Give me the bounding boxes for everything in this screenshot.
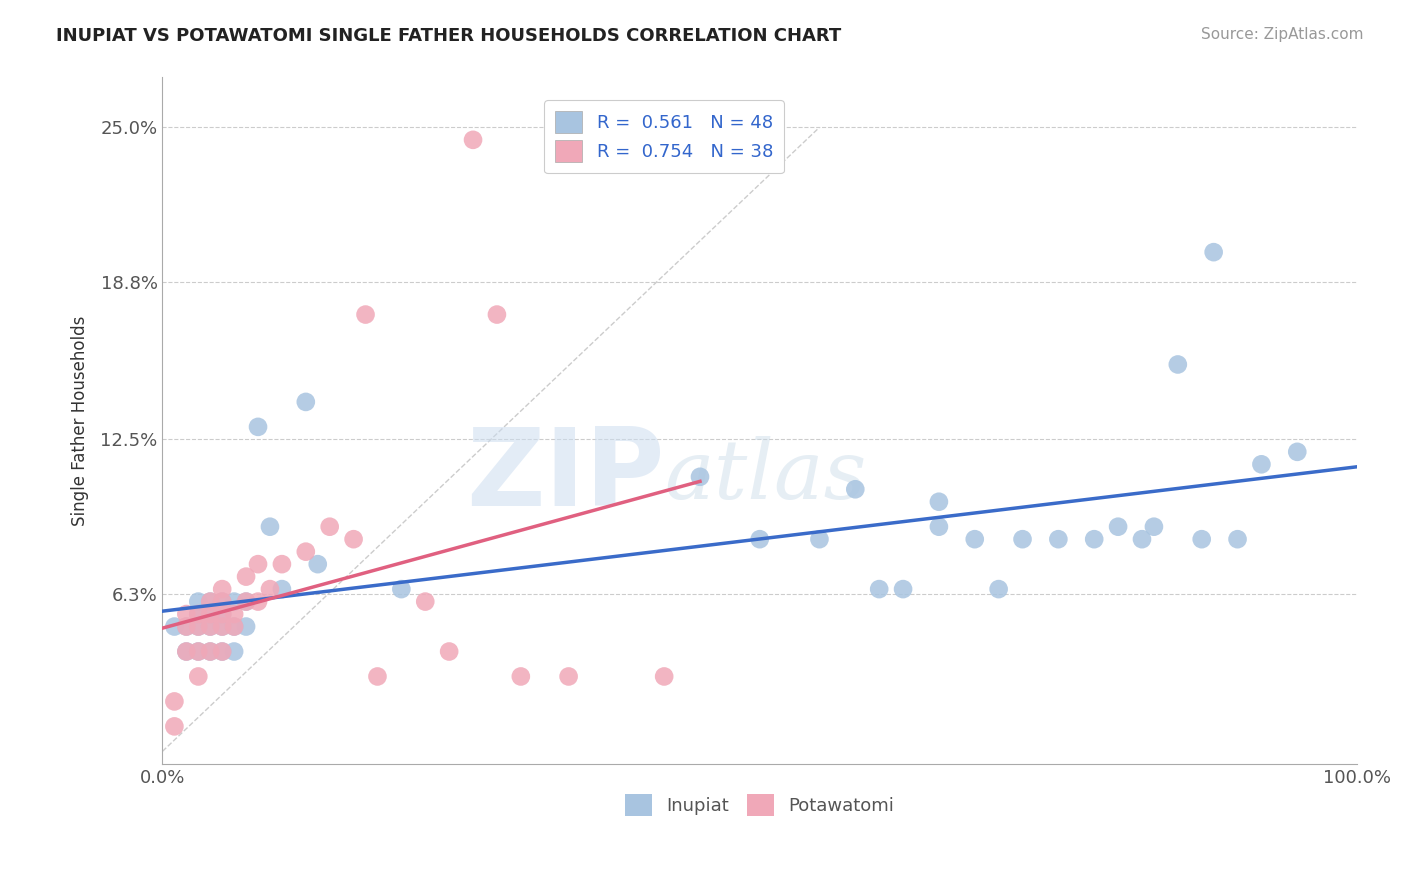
Point: [1191, 532, 1213, 546]
Point: [211, 619, 233, 633]
Point: [163, 694, 186, 708]
Point: [211, 607, 233, 621]
Point: [235, 594, 257, 608]
Point: [271, 557, 294, 571]
Point: [163, 719, 186, 733]
Point: [689, 470, 711, 484]
Point: [211, 644, 233, 658]
Point: [187, 607, 209, 621]
Point: [461, 133, 484, 147]
Point: [211, 582, 233, 596]
Point: [176, 644, 198, 658]
Point: [176, 619, 198, 633]
Point: [187, 669, 209, 683]
Point: [1083, 532, 1105, 546]
Point: [1130, 532, 1153, 546]
Point: [354, 308, 377, 322]
Point: [1107, 519, 1129, 533]
Point: [200, 607, 222, 621]
Point: [1226, 532, 1249, 546]
Point: [163, 619, 186, 633]
Point: [200, 644, 222, 658]
Point: [259, 519, 281, 533]
Point: [271, 582, 294, 596]
Point: [187, 607, 209, 621]
Point: [224, 619, 246, 633]
Point: [187, 644, 209, 658]
Point: [176, 607, 198, 621]
Point: [176, 619, 198, 633]
Point: [211, 594, 233, 608]
Point: [389, 582, 412, 596]
Point: [891, 582, 914, 596]
Point: [224, 644, 246, 658]
Text: Source: ZipAtlas.com: Source: ZipAtlas.com: [1201, 27, 1364, 42]
Text: atlas: atlas: [664, 435, 866, 516]
Point: [509, 669, 531, 683]
Point: [557, 669, 579, 683]
Point: [200, 594, 222, 608]
Point: [211, 607, 233, 621]
Point: [187, 594, 209, 608]
Point: [295, 544, 318, 558]
Point: [342, 532, 364, 546]
Legend: Inupiat, Potawatomi: Inupiat, Potawatomi: [617, 787, 901, 823]
Point: [176, 644, 198, 658]
Point: [413, 594, 436, 608]
Text: ZIP: ZIP: [465, 423, 664, 529]
Point: [235, 619, 257, 633]
Point: [808, 532, 831, 546]
Point: [235, 569, 257, 583]
Point: [247, 557, 270, 571]
Point: [295, 395, 318, 409]
Point: [187, 619, 209, 633]
Point: [1011, 532, 1033, 546]
Point: [307, 557, 329, 571]
Point: [200, 619, 222, 633]
Point: [987, 582, 1010, 596]
Point: [235, 594, 257, 608]
Point: [259, 582, 281, 596]
Point: [200, 607, 222, 621]
Point: [211, 644, 233, 658]
Point: [1202, 245, 1225, 260]
Point: [748, 532, 770, 546]
Point: [200, 594, 222, 608]
Y-axis label: Single Father Households: Single Father Households: [72, 316, 89, 525]
Point: [211, 594, 233, 608]
Point: [187, 619, 209, 633]
Point: [247, 594, 270, 608]
Point: [224, 594, 246, 608]
Point: [1167, 358, 1189, 372]
Point: [1047, 532, 1070, 546]
Point: [1250, 458, 1272, 472]
Point: [928, 519, 950, 533]
Point: [200, 644, 222, 658]
Point: [437, 644, 460, 658]
Point: [366, 669, 388, 683]
Point: [963, 532, 986, 546]
Point: [224, 607, 246, 621]
Text: INUPIAT VS POTAWATOMI SINGLE FATHER HOUSEHOLDS CORRELATION CHART: INUPIAT VS POTAWATOMI SINGLE FATHER HOUS…: [56, 27, 841, 45]
Point: [652, 669, 675, 683]
Point: [928, 494, 950, 508]
Point: [1286, 445, 1309, 459]
Point: [485, 308, 508, 322]
Point: [224, 619, 246, 633]
Point: [1143, 519, 1166, 533]
Point: [187, 644, 209, 658]
Point: [868, 582, 890, 596]
Point: [211, 619, 233, 633]
Point: [200, 619, 222, 633]
Point: [247, 420, 270, 434]
Point: [318, 519, 340, 533]
Point: [844, 483, 866, 497]
